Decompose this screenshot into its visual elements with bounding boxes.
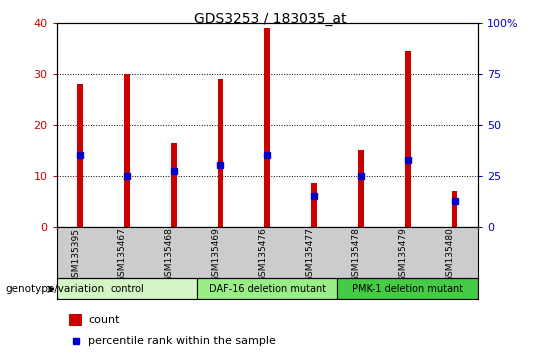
Text: GSM135479: GSM135479 xyxy=(399,228,408,282)
Bar xyxy=(358,150,364,227)
Text: PMK-1 deletion mutant: PMK-1 deletion mutant xyxy=(352,284,463,293)
Text: GDS3253 / 183035_at: GDS3253 / 183035_at xyxy=(194,12,346,27)
Bar xyxy=(69,314,82,326)
Bar xyxy=(197,278,338,299)
Text: GSM135467: GSM135467 xyxy=(118,228,127,282)
Text: count: count xyxy=(88,315,120,325)
Bar xyxy=(338,278,478,299)
Text: GSM135476: GSM135476 xyxy=(258,228,267,282)
Bar xyxy=(77,84,83,227)
Bar xyxy=(218,79,224,227)
Bar xyxy=(405,51,410,227)
Text: GSM135480: GSM135480 xyxy=(446,228,455,282)
Bar xyxy=(124,74,130,227)
Text: GSM135478: GSM135478 xyxy=(352,228,361,282)
Text: GSM135395: GSM135395 xyxy=(71,228,80,282)
Bar xyxy=(57,278,197,299)
Text: control: control xyxy=(110,284,144,293)
Text: GSM135469: GSM135469 xyxy=(212,228,220,282)
Text: GSM135468: GSM135468 xyxy=(165,228,174,282)
Text: genotype/variation: genotype/variation xyxy=(5,284,105,294)
Bar xyxy=(311,183,317,227)
Bar xyxy=(265,28,270,227)
Bar xyxy=(171,143,177,227)
Text: DAF-16 deletion mutant: DAF-16 deletion mutant xyxy=(209,284,326,293)
Text: percentile rank within the sample: percentile rank within the sample xyxy=(88,336,276,346)
Text: GSM135477: GSM135477 xyxy=(305,228,314,282)
Bar xyxy=(451,191,457,227)
